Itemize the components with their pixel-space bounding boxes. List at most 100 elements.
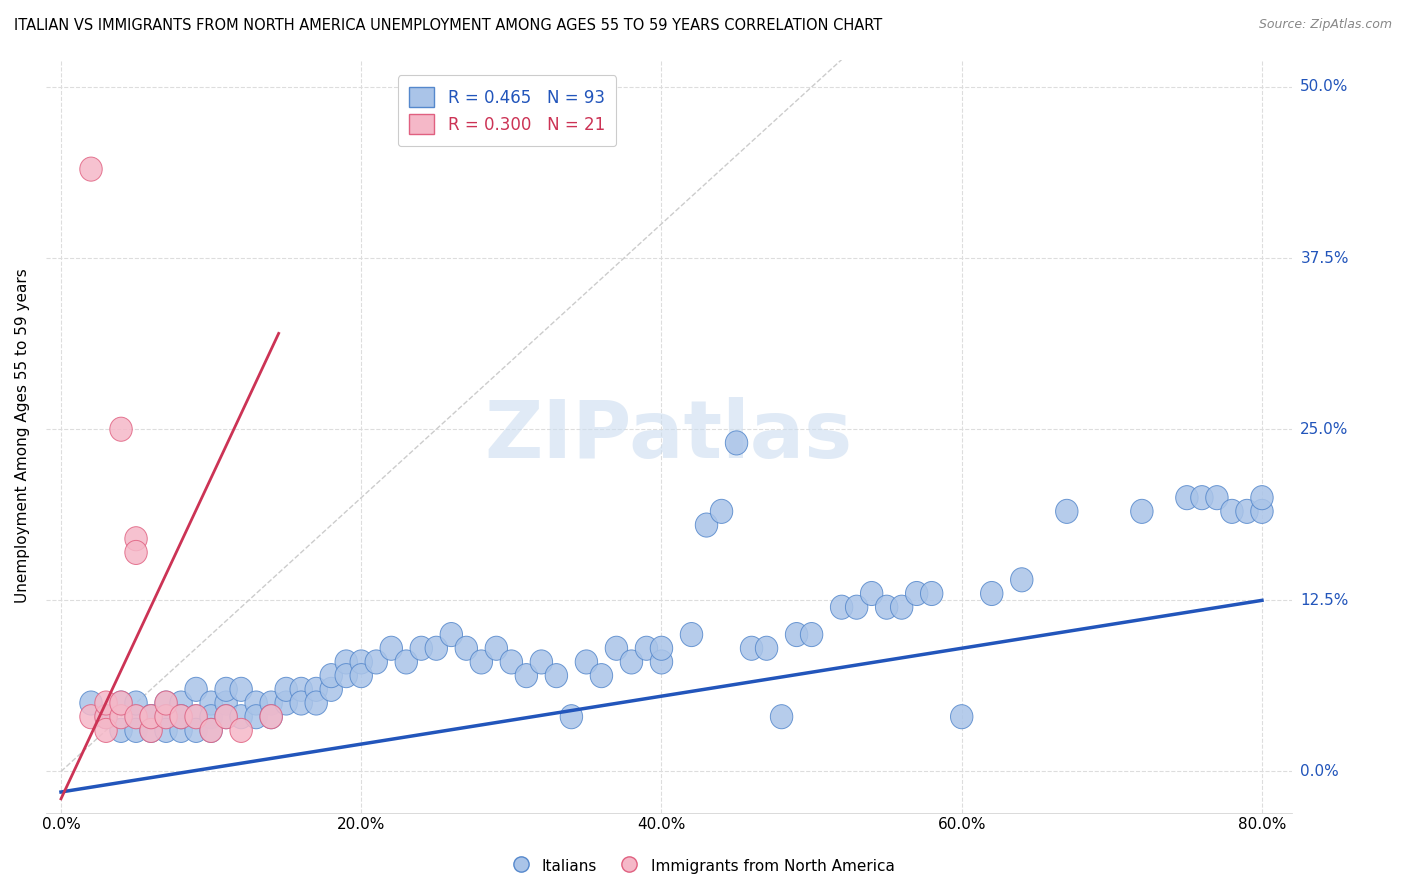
Ellipse shape xyxy=(170,718,193,742)
Ellipse shape xyxy=(831,595,853,619)
Ellipse shape xyxy=(139,705,162,729)
Ellipse shape xyxy=(290,677,312,701)
Ellipse shape xyxy=(1011,568,1033,592)
Legend: R = 0.465   N = 93, R = 0.300   N = 21: R = 0.465 N = 93, R = 0.300 N = 21 xyxy=(398,76,616,146)
Ellipse shape xyxy=(305,677,328,701)
Ellipse shape xyxy=(200,718,222,742)
Ellipse shape xyxy=(845,595,868,619)
Ellipse shape xyxy=(260,691,283,715)
Ellipse shape xyxy=(276,677,298,701)
Ellipse shape xyxy=(94,705,117,729)
Ellipse shape xyxy=(245,691,267,715)
Ellipse shape xyxy=(620,650,643,674)
Ellipse shape xyxy=(380,636,402,660)
Text: 12.5%: 12.5% xyxy=(1301,593,1348,607)
Ellipse shape xyxy=(515,664,537,688)
Ellipse shape xyxy=(546,664,568,688)
Ellipse shape xyxy=(110,691,132,715)
Ellipse shape xyxy=(155,705,177,729)
Ellipse shape xyxy=(94,691,117,715)
Ellipse shape xyxy=(770,705,793,729)
Ellipse shape xyxy=(110,691,132,715)
Ellipse shape xyxy=(636,636,658,660)
Ellipse shape xyxy=(591,664,613,688)
Ellipse shape xyxy=(786,623,808,647)
Ellipse shape xyxy=(876,595,898,619)
Ellipse shape xyxy=(710,500,733,524)
Ellipse shape xyxy=(139,718,162,742)
Ellipse shape xyxy=(200,718,222,742)
Ellipse shape xyxy=(110,718,132,742)
Ellipse shape xyxy=(321,664,343,688)
Ellipse shape xyxy=(921,582,943,606)
Ellipse shape xyxy=(335,650,357,674)
Ellipse shape xyxy=(501,650,523,674)
Ellipse shape xyxy=(681,623,703,647)
Ellipse shape xyxy=(1220,500,1243,524)
Ellipse shape xyxy=(245,705,267,729)
Ellipse shape xyxy=(335,664,357,688)
Ellipse shape xyxy=(395,650,418,674)
Ellipse shape xyxy=(485,636,508,660)
Ellipse shape xyxy=(139,705,162,729)
Ellipse shape xyxy=(1251,485,1274,509)
Ellipse shape xyxy=(605,636,627,660)
Ellipse shape xyxy=(125,718,148,742)
Ellipse shape xyxy=(215,691,238,715)
Ellipse shape xyxy=(1206,485,1227,509)
Ellipse shape xyxy=(725,431,748,455)
Ellipse shape xyxy=(290,691,312,715)
Text: ITALIAN VS IMMIGRANTS FROM NORTH AMERICA UNEMPLOYMENT AMONG AGES 55 TO 59 YEARS : ITALIAN VS IMMIGRANTS FROM NORTH AMERICA… xyxy=(14,18,883,33)
Ellipse shape xyxy=(1175,485,1198,509)
Ellipse shape xyxy=(125,705,148,729)
Y-axis label: Unemployment Among Ages 55 to 59 years: Unemployment Among Ages 55 to 59 years xyxy=(15,268,30,604)
Ellipse shape xyxy=(1130,500,1153,524)
Ellipse shape xyxy=(755,636,778,660)
Ellipse shape xyxy=(215,705,238,729)
Ellipse shape xyxy=(260,705,283,729)
Ellipse shape xyxy=(155,718,177,742)
Ellipse shape xyxy=(110,417,132,442)
Ellipse shape xyxy=(94,705,117,729)
Ellipse shape xyxy=(125,526,148,550)
Ellipse shape xyxy=(530,650,553,674)
Ellipse shape xyxy=(231,677,252,701)
Ellipse shape xyxy=(575,650,598,674)
Ellipse shape xyxy=(1056,500,1078,524)
Ellipse shape xyxy=(860,582,883,606)
Ellipse shape xyxy=(350,650,373,674)
Ellipse shape xyxy=(80,691,103,715)
Ellipse shape xyxy=(890,595,912,619)
Text: 25.0%: 25.0% xyxy=(1301,422,1348,437)
Ellipse shape xyxy=(1191,485,1213,509)
Ellipse shape xyxy=(741,636,763,660)
Ellipse shape xyxy=(170,705,193,729)
Ellipse shape xyxy=(139,705,162,729)
Ellipse shape xyxy=(905,582,928,606)
Ellipse shape xyxy=(260,705,283,729)
Text: 50.0%: 50.0% xyxy=(1301,79,1348,95)
Ellipse shape xyxy=(231,718,252,742)
Ellipse shape xyxy=(800,623,823,647)
Ellipse shape xyxy=(950,705,973,729)
Ellipse shape xyxy=(1236,500,1258,524)
Ellipse shape xyxy=(80,705,103,729)
Ellipse shape xyxy=(155,691,177,715)
Ellipse shape xyxy=(425,636,447,660)
Ellipse shape xyxy=(170,705,193,729)
Ellipse shape xyxy=(305,691,328,715)
Ellipse shape xyxy=(184,718,207,742)
Ellipse shape xyxy=(125,541,148,565)
Ellipse shape xyxy=(215,705,238,729)
Text: 37.5%: 37.5% xyxy=(1301,251,1348,266)
Ellipse shape xyxy=(366,650,388,674)
Ellipse shape xyxy=(94,718,117,742)
Ellipse shape xyxy=(1251,500,1274,524)
Ellipse shape xyxy=(456,636,478,660)
Ellipse shape xyxy=(155,691,177,715)
Legend: Italians, Immigrants from North America: Italians, Immigrants from North America xyxy=(505,852,901,880)
Ellipse shape xyxy=(411,636,433,660)
Text: 0.0%: 0.0% xyxy=(1301,764,1339,779)
Ellipse shape xyxy=(231,705,252,729)
Ellipse shape xyxy=(110,705,132,729)
